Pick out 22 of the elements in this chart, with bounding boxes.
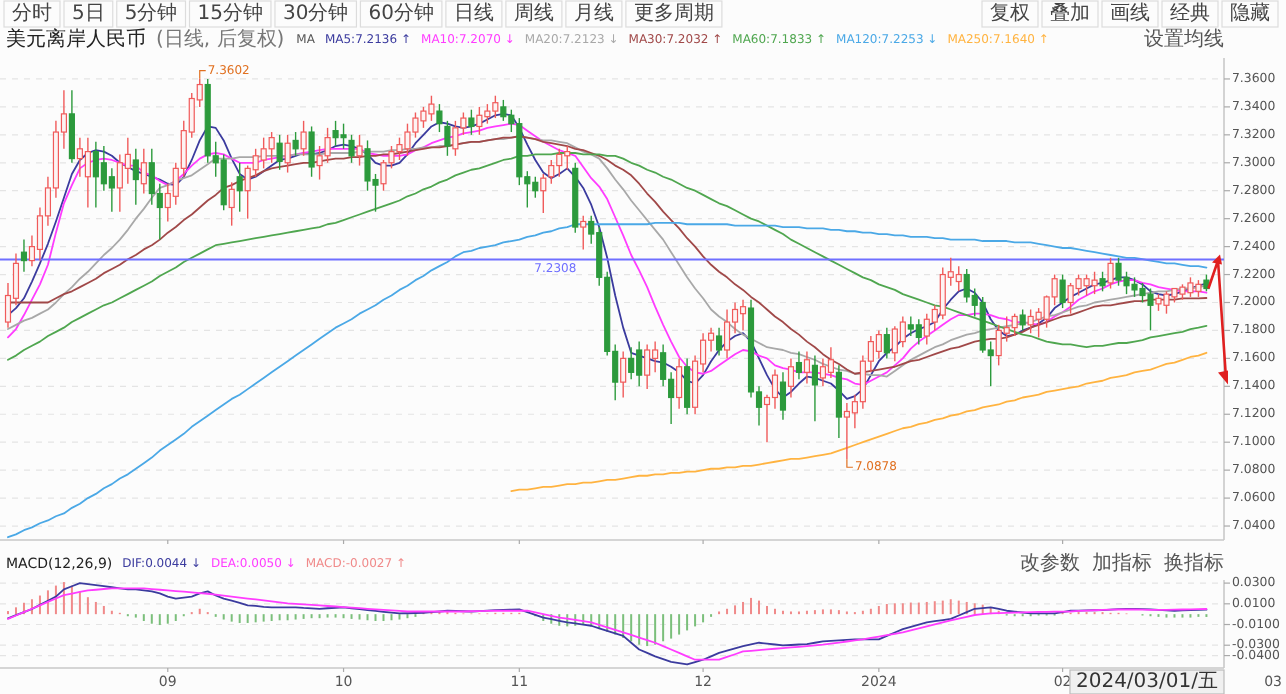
text: 60分钟 [368,1,434,25]
text: 周线 [513,1,554,25]
text: 加指标 [1092,551,1152,575]
text: 经典 [1170,1,1210,25]
text: 隐藏 [1230,1,1270,25]
text: 15分钟 [197,1,263,25]
chart-subtitle: (日线, 后复权) [156,27,285,51]
chart-title: 美元离岸人民币 [6,27,146,51]
text: 5分钟 [124,1,178,25]
text: 换指标 [1164,551,1224,575]
text: 更多周期 [633,1,714,25]
text: 30分钟 [282,1,349,25]
text: 分时 [12,1,52,25]
text: 2024/03/01/五 [1075,671,1218,693]
text: 日线 [453,1,494,25]
text: 复权 [990,1,1030,25]
text: 设置均线 [1144,27,1224,51]
text: 5日 [72,3,105,25]
text: 改参数 [1020,551,1080,575]
text: 画线 [1110,1,1150,25]
text: 月线 [573,1,614,25]
text: 叠加 [1050,1,1090,25]
